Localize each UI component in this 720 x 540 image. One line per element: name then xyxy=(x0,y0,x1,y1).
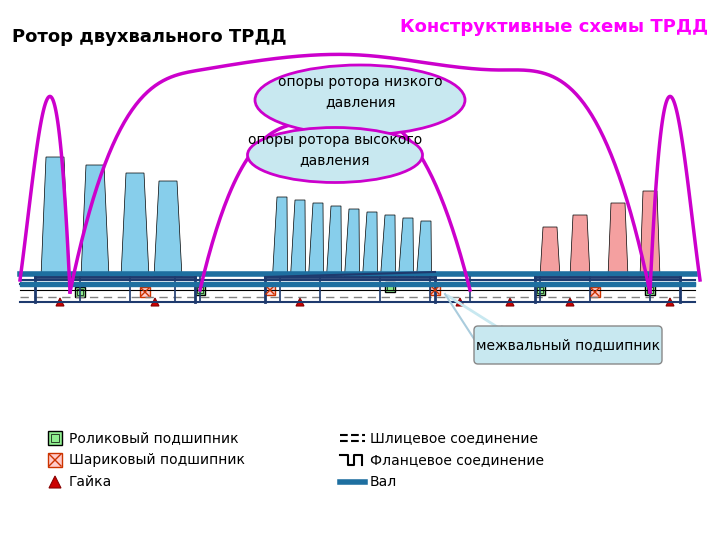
Text: Фланцевое соединение: Фланцевое соединение xyxy=(370,453,544,467)
FancyBboxPatch shape xyxy=(195,285,205,295)
Polygon shape xyxy=(49,476,61,488)
Polygon shape xyxy=(296,298,304,306)
Polygon shape xyxy=(56,298,64,306)
FancyBboxPatch shape xyxy=(197,287,203,293)
Text: опоры ротора низкого
давления: опоры ротора низкого давления xyxy=(278,75,442,109)
FancyBboxPatch shape xyxy=(75,287,85,297)
FancyBboxPatch shape xyxy=(140,287,150,297)
Polygon shape xyxy=(151,298,159,306)
Polygon shape xyxy=(506,298,514,306)
Text: Шлицевое соединение: Шлицевое соединение xyxy=(370,431,538,445)
Polygon shape xyxy=(362,212,377,277)
Text: Вал: Вал xyxy=(370,475,397,489)
FancyBboxPatch shape xyxy=(385,282,395,292)
Polygon shape xyxy=(344,209,359,277)
Polygon shape xyxy=(608,203,628,277)
Polygon shape xyxy=(570,215,590,277)
FancyBboxPatch shape xyxy=(645,285,655,295)
Polygon shape xyxy=(41,157,69,277)
Polygon shape xyxy=(640,191,660,277)
Polygon shape xyxy=(456,298,464,306)
Polygon shape xyxy=(540,227,560,277)
Polygon shape xyxy=(81,165,109,277)
Polygon shape xyxy=(272,197,287,277)
Text: Ротор двухвального ТРДД: Ротор двухвального ТРДД xyxy=(12,28,287,46)
FancyBboxPatch shape xyxy=(51,434,59,442)
Text: межвальный подшипник: межвальный подшипник xyxy=(476,338,660,352)
Polygon shape xyxy=(326,206,341,277)
Polygon shape xyxy=(308,203,323,277)
FancyBboxPatch shape xyxy=(387,284,393,290)
Text: Роликовый подшипник: Роликовый подшипник xyxy=(69,431,238,445)
FancyBboxPatch shape xyxy=(474,326,662,364)
Text: опоры ротора высокого
давления: опоры ротора высокого давления xyxy=(248,133,422,167)
Polygon shape xyxy=(121,173,149,277)
Polygon shape xyxy=(416,221,431,277)
FancyBboxPatch shape xyxy=(77,289,83,295)
FancyBboxPatch shape xyxy=(647,287,653,293)
FancyBboxPatch shape xyxy=(537,287,543,293)
Polygon shape xyxy=(380,215,395,277)
FancyBboxPatch shape xyxy=(265,285,275,295)
Text: Гайка: Гайка xyxy=(69,475,112,489)
Polygon shape xyxy=(398,218,413,277)
Polygon shape xyxy=(566,298,574,306)
Text: Конструктивные схемы ТРДД: Конструктивные схемы ТРДД xyxy=(400,18,708,36)
Ellipse shape xyxy=(248,127,423,183)
FancyBboxPatch shape xyxy=(590,287,600,297)
Polygon shape xyxy=(666,298,674,306)
Text: Шариковый подшипник: Шариковый подшипник xyxy=(69,453,245,467)
Ellipse shape xyxy=(255,65,465,135)
FancyBboxPatch shape xyxy=(48,453,62,467)
Polygon shape xyxy=(154,181,182,277)
Polygon shape xyxy=(290,200,305,277)
FancyBboxPatch shape xyxy=(48,431,62,445)
FancyBboxPatch shape xyxy=(535,285,545,295)
FancyBboxPatch shape xyxy=(430,285,440,295)
